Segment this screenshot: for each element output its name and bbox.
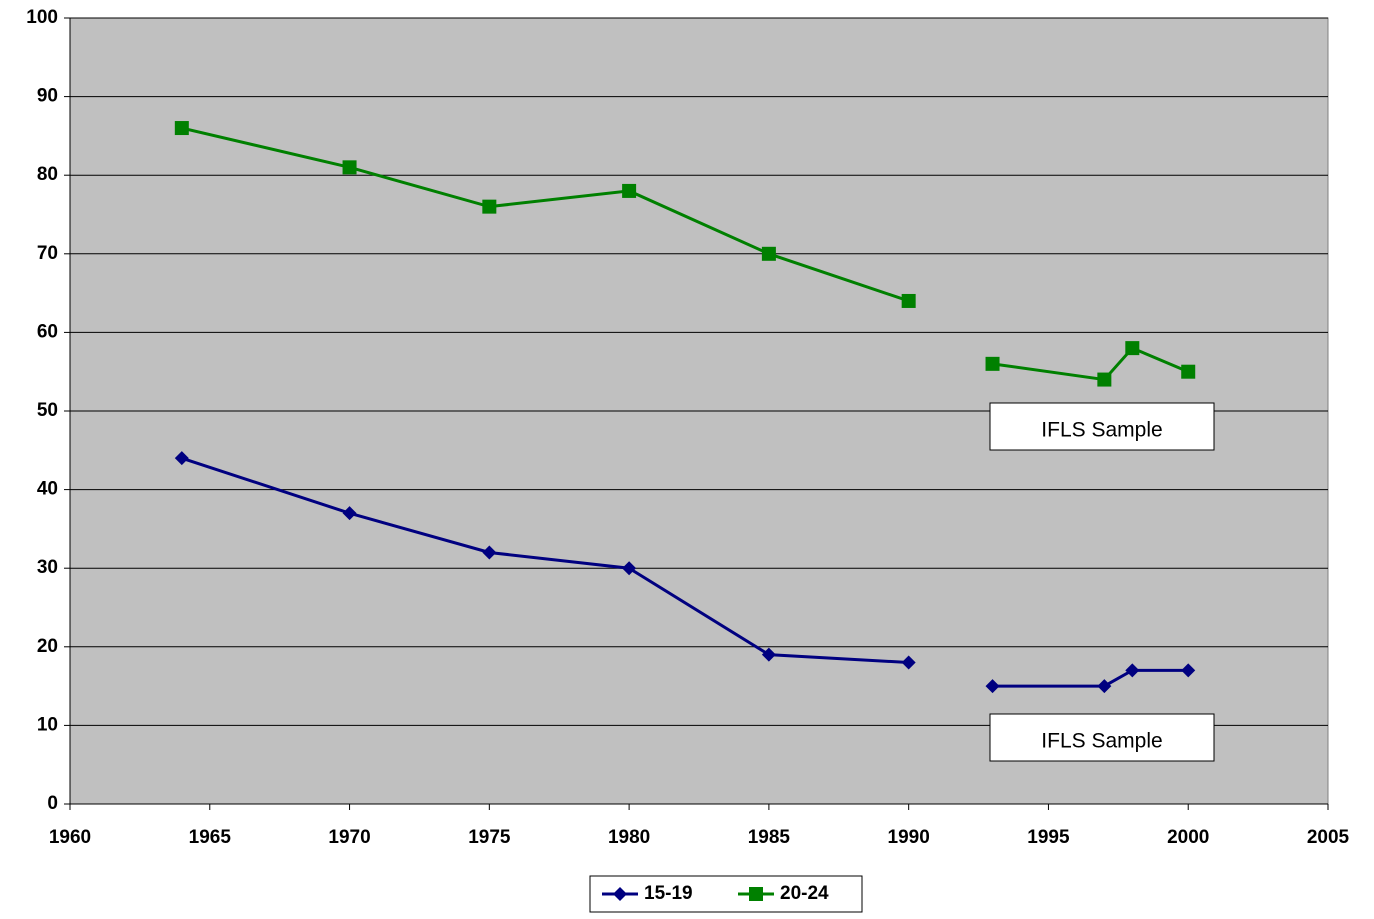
- marker: [1125, 341, 1140, 356]
- y-tick-label: 0: [47, 793, 58, 814]
- marker: [985, 356, 1000, 371]
- marker: [622, 561, 637, 576]
- series-line: [181, 456, 909, 665]
- marker: [1181, 364, 1196, 379]
- x-tick-label: 1985: [748, 827, 791, 848]
- series-line: [992, 346, 1189, 382]
- legend-label: 15-19: [644, 883, 693, 904]
- marker: [985, 679, 1000, 694]
- marker: [1181, 663, 1196, 678]
- marker: [901, 655, 916, 670]
- x-tick-label: 2005: [1307, 827, 1350, 848]
- x-tick-label: 2000: [1167, 827, 1209, 848]
- x-tick-label: 1995: [1027, 827, 1070, 848]
- annotation: IFLS Sample: [1041, 419, 1162, 442]
- marker: [1097, 372, 1112, 387]
- x-tick-label: 1960: [49, 827, 91, 848]
- x-tick-label: 1980: [608, 827, 650, 848]
- marker: [342, 160, 357, 175]
- y-tick-label: 90: [37, 86, 58, 107]
- marker: [622, 183, 637, 198]
- annotation: IFLS Sample: [1041, 730, 1162, 753]
- y-tick-label: 20: [37, 636, 58, 657]
- marker: [1125, 663, 1140, 678]
- marker: [749, 887, 763, 901]
- y-tick-label: 60: [37, 321, 58, 342]
- x-tick-label: 1990: [888, 827, 930, 848]
- marker: [901, 293, 916, 308]
- marker: [174, 121, 189, 136]
- series-line: [992, 668, 1189, 688]
- y-tick-label: 40: [37, 479, 58, 500]
- y-tick-label: 100: [26, 7, 58, 28]
- marker: [482, 545, 497, 560]
- y-tick-label: 70: [37, 243, 58, 264]
- series-line: [181, 126, 910, 303]
- x-tick-label: 1975: [468, 827, 511, 848]
- y-tick-label: 80: [37, 164, 58, 185]
- marker: [613, 887, 627, 901]
- x-tick-label: 1965: [189, 827, 232, 848]
- annotation-box: [989, 402, 1215, 451]
- marker: [342, 506, 357, 521]
- y-tick-label: 30: [37, 557, 58, 578]
- y-tick-label: 10: [37, 714, 58, 735]
- marker: [1097, 679, 1112, 694]
- marker: [482, 199, 497, 214]
- marker: [761, 647, 776, 662]
- y-tick-label: 50: [37, 400, 58, 421]
- marker: [174, 451, 189, 466]
- x-tick-label: 1970: [328, 827, 370, 848]
- marker: [761, 246, 776, 261]
- annotation-box: [989, 713, 1215, 762]
- legend-label: 20-24: [780, 883, 829, 904]
